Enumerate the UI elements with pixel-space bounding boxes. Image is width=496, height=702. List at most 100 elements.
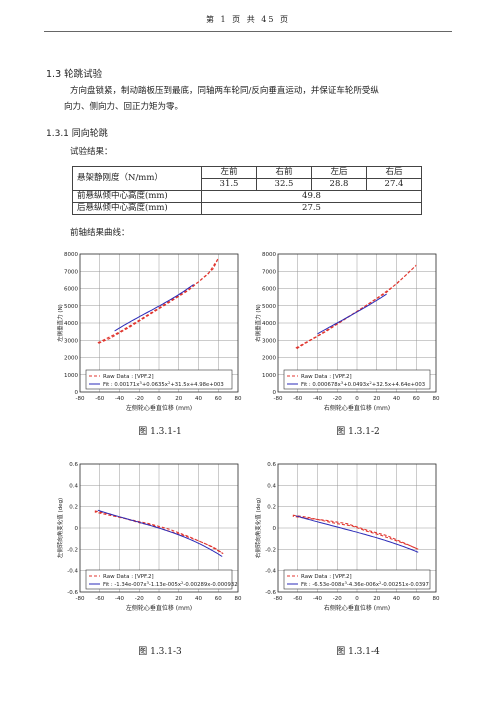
x-tick-label: -20 <box>333 396 342 402</box>
front-pitch-label: 前悬纵倾中心高度(mm) <box>72 190 202 203</box>
y-tick-label: 3000 <box>64 338 78 344</box>
header-divider <box>44 31 452 32</box>
x-tick-label: 60 <box>413 596 420 602</box>
y-tick-label: 0 <box>273 390 277 396</box>
legend-fit-label: Fit : -1.34e-007x3-1.13e-005x2-0.00289x-… <box>103 580 238 589</box>
page-header: 第 1 页 共 45 页 <box>206 15 290 24</box>
x-tick-label: 40 <box>393 596 400 602</box>
y-tick-label: 0 <box>75 526 79 532</box>
figure-caption-1: 图 1.3.1-1 <box>138 427 182 437</box>
chart-right-vertical-force: -80 -60 -40 -20 0 20 40 60 80 0 1000 2000 3000 4000 50… <box>254 252 440 412</box>
y-tick-label: 6000 <box>64 287 78 293</box>
x-tick-label: 80 <box>433 396 440 402</box>
figure-caption-3: 图 1.3.1-3 <box>138 647 182 657</box>
x-tick-label: 20 <box>175 596 182 602</box>
stiffness-rf: 32.5 <box>256 178 312 191</box>
curves-label: 前轴结果曲线： <box>70 228 130 238</box>
x-tick-label: 20 <box>373 396 380 402</box>
x-tick-label: 0 <box>157 396 161 402</box>
y-tick-label: 1000 <box>262 373 276 379</box>
legend-fit-label: Fit : 0.000678x3+0.0493x2+32.5x+4.64e+00… <box>301 380 425 389</box>
rear-pitch-label: 后悬纵倾中心高度(mm) <box>72 202 202 215</box>
y-tick-label: 0.4 <box>267 483 276 489</box>
x-tick-label: -20 <box>135 596 144 602</box>
legend-box <box>283 369 431 390</box>
legend-raw-label: Raw Data : [VPF.2] <box>301 574 352 580</box>
x-tick-label: 40 <box>195 396 202 402</box>
col-header-lf: 左前 <box>201 166 257 179</box>
x-tick-label: -20 <box>333 596 342 602</box>
raw-data-series <box>97 258 219 345</box>
section-description-line1: 方向盘锁紧，制动踏板压到最底，同轴两车轮同/反向垂直运动，并保证车轮所受纵 <box>70 86 379 96</box>
plot-frame <box>277 463 437 593</box>
y-tick-label: -0.2 <box>265 547 276 553</box>
stiffness-lf: 31.5 <box>201 178 257 191</box>
plot-frame <box>277 253 437 393</box>
legend-raw-label: Raw Data : [VPF.2] <box>103 374 154 380</box>
section-description-line2: 向力、侧向力、回正力矩为零。 <box>64 102 184 112</box>
figure-caption-2: 图 1.3.1-2 <box>336 427 380 437</box>
legend-box <box>283 569 431 590</box>
fit-series <box>317 293 387 335</box>
x-tick-label: 20 <box>373 596 380 602</box>
x-tick-label: -60 <box>95 596 104 602</box>
y-tick-label: 0 <box>75 390 79 396</box>
x-tick-label: -40 <box>115 596 124 602</box>
x-tick-label: -80 <box>274 396 283 402</box>
y-tick-label: 6000 <box>262 287 276 293</box>
rear-pitch-value: 27.5 <box>201 202 422 215</box>
plot-frame <box>79 253 239 393</box>
section-title: 1.3 轮跳试验 <box>46 69 103 80</box>
front-pitch-value: 49.8 <box>201 190 422 203</box>
stiffness-lr: 28.8 <box>311 178 367 191</box>
y-tick-label: 2000 <box>262 356 276 362</box>
x-tick-label: -80 <box>76 396 85 402</box>
x-axis-label: 左侧轮心垂直位移 (mm) <box>126 404 192 412</box>
y-tick-label: 1000 <box>64 373 78 379</box>
x-tick-label: -60 <box>95 396 104 402</box>
y-tick-label: 0.4 <box>69 483 78 489</box>
y-tick-label: 0 <box>273 526 277 532</box>
x-tick-label: 20 <box>175 396 182 402</box>
x-tick-label: 80 <box>433 596 440 602</box>
x-tick-label: 0 <box>355 596 359 602</box>
y-tick-label: 4000 <box>262 321 276 327</box>
chart-right-toe-change: -80 -60 -40 -20 0 20 40 60 80 -0.6 -0.4 -0.2 0 0.2 0.4… <box>254 462 440 612</box>
y-axis-label: 左侧垂直力 (N) <box>56 304 64 342</box>
y-axis-label: 左侧转向角变化值 (deg) <box>56 498 64 558</box>
y-tick-label: -0.2 <box>67 547 78 553</box>
x-tick-label: -60 <box>293 396 302 402</box>
results-label: 试验结果： <box>70 147 113 157</box>
x-tick-label: 80 <box>235 396 242 402</box>
x-tick-label: 0 <box>157 596 161 602</box>
x-tick-label: -60 <box>293 596 302 602</box>
y-tick-label: 8000 <box>262 252 276 258</box>
x-tick-label: 40 <box>393 396 400 402</box>
subsection-title: 1.3.1 同向轮跳 <box>46 129 108 139</box>
x-tick-label: 80 <box>235 596 242 602</box>
y-tick-label: 7000 <box>64 269 78 275</box>
x-tick-label: -40 <box>115 396 124 402</box>
x-tick-label: -80 <box>76 596 85 602</box>
x-tick-label: -40 <box>313 396 322 402</box>
stiffness-label: 悬架静刚度（N/mm） <box>72 166 202 191</box>
y-tick-label: 5000 <box>64 304 78 310</box>
legend-fit-label: Fit : 0.00171x3+0.0635x2+31.5x+4.98e+003 <box>103 380 224 389</box>
y-tick-label: -0.4 <box>265 569 276 575</box>
legend-raw-label: Raw Data : [VPF.2] <box>301 374 352 380</box>
chart-left-toe-change: -80 -60 -40 -20 0 20 40 60 80 -0.6 -0.4 -0.2 0 0.2 0.4… <box>56 462 242 612</box>
legend-fit-label: Fit : -6.53e-008x3-4.36e-006x2-0.00251x-… <box>301 580 429 589</box>
x-tick-label: 40 <box>195 596 202 602</box>
x-axis-label: 右侧轮心垂直位移 (mm) <box>324 604 390 612</box>
x-axis-label: 右侧轮心垂直位移 (mm) <box>324 404 390 412</box>
y-tick-label: -0.4 <box>67 569 78 575</box>
x-tick-label: -80 <box>274 596 283 602</box>
y-tick-label: 8000 <box>64 252 78 258</box>
col-header-lr: 左后 <box>311 166 367 179</box>
stiffness-rr: 27.4 <box>366 178 422 191</box>
y-tick-label: 3000 <box>262 338 276 344</box>
fit-series <box>97 509 223 557</box>
legend-box <box>85 569 233 590</box>
x-tick-label: 60 <box>413 396 420 402</box>
y-tick-label: -0.6 <box>67 590 78 596</box>
